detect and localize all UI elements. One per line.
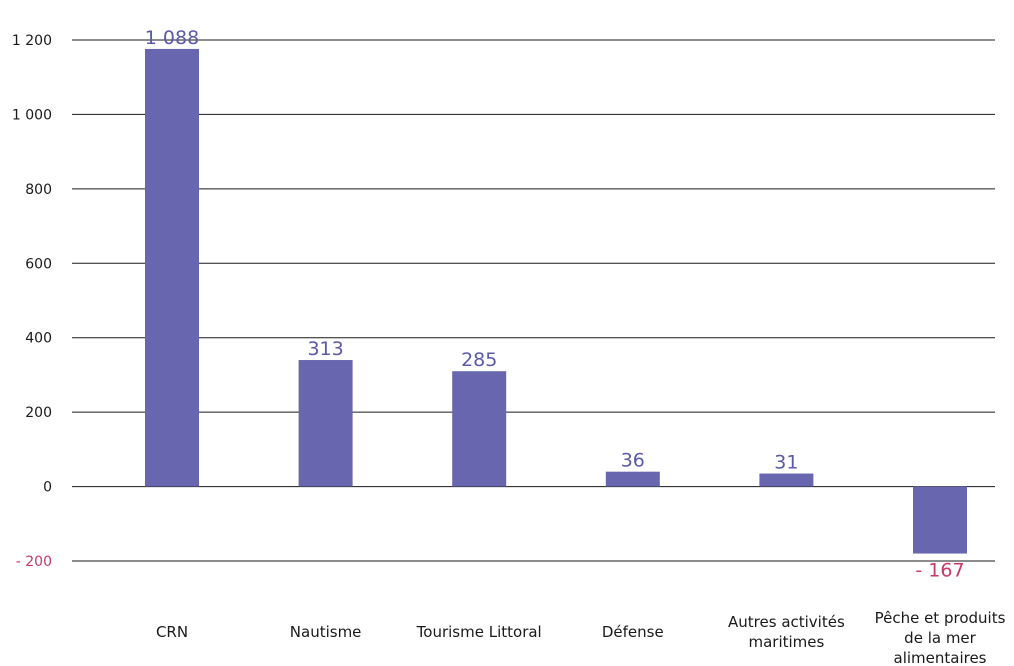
bar bbox=[145, 48, 199, 487]
bars bbox=[145, 48, 967, 554]
y-tick-label: - 200 bbox=[16, 554, 52, 570]
data-labels: 1 088 313 285 36 31 - 167 bbox=[145, 27, 965, 582]
gridlines bbox=[72, 39, 995, 562]
y-tick-label: 400 bbox=[25, 331, 52, 347]
y-tick-label: 600 bbox=[25, 256, 52, 272]
category-label: Pêche et produits bbox=[875, 609, 1006, 627]
bar bbox=[452, 371, 507, 487]
category-label: Tourisme Littoral bbox=[416, 623, 542, 641]
y-axis-ticks: - 200 0 200 400 600 800 1 000 1 200 bbox=[12, 33, 52, 570]
category-label: alimentaires bbox=[894, 649, 987, 666]
data-label: 313 bbox=[307, 338, 343, 360]
data-label: 36 bbox=[621, 450, 645, 472]
category-label: Nautisme bbox=[290, 623, 362, 641]
category-labels: CRN Nautisme Tourisme Littoral Défense Autre… bbox=[156, 609, 1006, 666]
y-tick-label: 800 bbox=[25, 182, 52, 198]
category-label: maritimes bbox=[748, 633, 824, 651]
data-label: - 167 bbox=[915, 560, 964, 582]
category-label: Autres activités bbox=[728, 613, 845, 631]
data-label: 1 088 bbox=[145, 27, 199, 49]
y-tick-label: 1 000 bbox=[12, 107, 52, 123]
category-label: Défense bbox=[602, 623, 664, 641]
bar bbox=[298, 360, 353, 487]
y-tick-label: 200 bbox=[25, 405, 52, 421]
bar bbox=[759, 473, 814, 487]
y-tick-label: 1 200 bbox=[12, 33, 52, 49]
bar bbox=[913, 486, 967, 554]
category-label: de la mer bbox=[904, 629, 976, 647]
data-label: 31 bbox=[774, 452, 798, 474]
data-label: 285 bbox=[461, 349, 497, 371]
bar bbox=[605, 471, 660, 487]
y-tick-label: 0 bbox=[43, 480, 52, 496]
category-label: CRN bbox=[156, 623, 188, 641]
